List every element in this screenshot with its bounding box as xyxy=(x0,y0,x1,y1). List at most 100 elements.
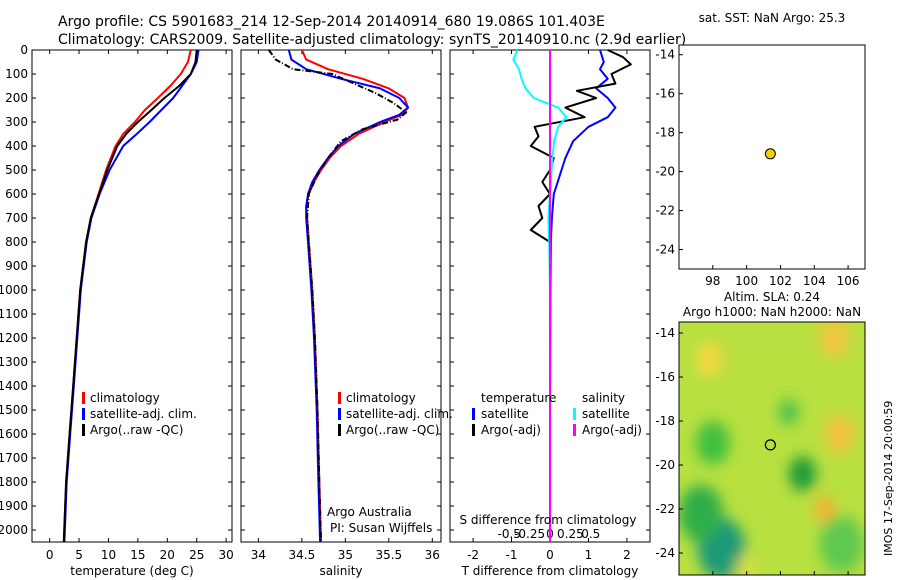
map-y-tick-label: -16 xyxy=(655,87,675,101)
x-tick-label: 20 xyxy=(160,548,175,562)
legend-label-argo: Argo(..raw -QC) xyxy=(90,423,183,437)
sla-field xyxy=(679,322,864,575)
map-y-tick-label: -18 xyxy=(655,126,675,140)
depth-tick-label: 1800 xyxy=(0,475,28,489)
x-tick-label: 25 xyxy=(189,548,204,562)
depth-tick-label: 900 xyxy=(5,259,28,273)
map-x-tick-label: 98 xyxy=(705,274,720,288)
legend-swatch-satellite xyxy=(338,408,341,420)
temperature-plot: 0 5 10 15 20 25 30 xyxy=(46,49,234,562)
series-line-argo-raw-qc xyxy=(267,49,408,543)
legend-label-sal-argo: Argo(-adj) xyxy=(582,423,642,437)
sla-map-title-line1: Altim. SLA: 0.24 xyxy=(724,290,820,304)
legend-label-argo: Argo(..raw -QC) xyxy=(346,423,439,437)
depth-tick-label: 400 xyxy=(5,139,28,153)
difference-plot: -2 -1 0 1 2-0.5-0.25 0 0.250.5 xyxy=(467,49,632,562)
legend-swatch-temp-satellite xyxy=(472,408,475,420)
argo-position-marker xyxy=(764,439,776,451)
map-y-tick-label: -24 xyxy=(655,546,675,560)
map-x-tick-label: 102 xyxy=(769,274,792,288)
depth-tick-label: 1900 xyxy=(0,499,28,513)
map-y-tick-label: -22 xyxy=(655,502,675,516)
x2-tick-label: -0.5 xyxy=(498,527,521,541)
salinity-panel xyxy=(240,49,442,543)
legend-swatch-sal-satellite xyxy=(573,408,576,420)
map-y-tick-label: -24 xyxy=(655,243,675,257)
sla-anomaly-patch xyxy=(695,341,723,377)
x-tick-label: 0 xyxy=(546,548,554,562)
depth-tick-label: 1500 xyxy=(0,403,28,417)
legend-label-satellite: satellite-adj. clim. xyxy=(90,407,197,421)
depth-tick-label: 1400 xyxy=(0,379,28,393)
map-y-tick-label: -14 xyxy=(655,48,675,62)
credit-line1: Argo Australia xyxy=(327,505,412,519)
legend-label-temp-satellite: satellite xyxy=(481,407,529,421)
map-y-tick-label: -20 xyxy=(655,165,675,179)
x-tick-label: -2 xyxy=(467,548,479,562)
sla-anomaly-patch xyxy=(736,555,757,575)
x-tick-label: 10 xyxy=(101,548,116,562)
x-tick-label: 5 xyxy=(75,548,83,562)
credit-line2: PI: Susan Wijffels xyxy=(330,521,432,535)
legend-label-climatology: climatology xyxy=(90,391,160,405)
legend-label-climatology: climatology xyxy=(346,391,416,405)
series-line-temperature-argo-adj xyxy=(529,49,632,542)
depth-tick-label: 600 xyxy=(5,187,28,201)
legend-swatch-argo xyxy=(82,424,85,436)
sla-anomaly-patch xyxy=(824,414,855,455)
depth-tick-label: 1600 xyxy=(0,427,28,441)
sla-frame xyxy=(678,321,866,576)
x-tick-label: 34 xyxy=(251,548,266,562)
t-difference-xlabel: T difference from climatology xyxy=(461,564,639,578)
depth-tick-label: 800 xyxy=(5,235,28,249)
argo-position-marker xyxy=(764,148,776,160)
legend-swatch-climatology xyxy=(338,392,341,404)
depth-tick-label: 1200 xyxy=(0,331,28,345)
series-line-argo-raw-qc xyxy=(62,49,198,543)
x2-tick-label: 0.25 xyxy=(557,527,584,541)
depth-tick-label: 200 xyxy=(5,91,28,105)
sst-map-plot: 98 100 102 104 106 -24 -22 -20 -18 -16 -14 xyxy=(655,48,859,288)
legend-swatch-satellite xyxy=(82,408,85,420)
salinity-plot: 34 34.5 35 35.5 36 xyxy=(251,49,440,562)
legend-swatch-climatology xyxy=(82,392,85,404)
x-tick-label: 34.5 xyxy=(289,548,316,562)
sla-heatmap xyxy=(679,322,865,575)
depth-tick-label: 1000 xyxy=(0,283,28,297)
map-x-tick-label: 106 xyxy=(837,274,860,288)
sla-anomaly-patch xyxy=(788,456,816,492)
legend-label-temp-argo: Argo(-adj) xyxy=(481,423,541,437)
sla-anomaly-patch xyxy=(679,484,723,542)
sla-anomaly-patch xyxy=(814,495,835,523)
depth-tick-label: 1100 xyxy=(0,307,28,321)
x-tick-label: 36 xyxy=(425,548,440,562)
depth-tick-label: 100 xyxy=(5,67,28,81)
legend-swatch-temp-argo xyxy=(472,424,475,436)
x2-tick-label: -0.25 xyxy=(514,527,545,541)
legend-label-satellite: satellite-adj. clim. xyxy=(346,407,453,421)
depth-tick-label: 500 xyxy=(5,163,28,177)
sla-anomaly-patch xyxy=(819,515,864,573)
map-x-tick-label: 100 xyxy=(735,274,758,288)
depth-tick-label: 700 xyxy=(5,211,28,225)
salinity-legend: climatology satellite-adj. clim. Argo(..… xyxy=(338,391,453,437)
depth-axis: 0 100 200 300 400 500 600 700 800 900 1000 1100 1200… xyxy=(0,43,650,537)
legend-heading-salinity: salinity xyxy=(582,391,625,405)
depth-tick-label: 1300 xyxy=(0,355,28,369)
figure-title-line2: Climatology: CARS2009. Satellite-adjuste… xyxy=(58,32,686,48)
sla-anomaly-patch xyxy=(778,399,800,426)
figure-title-line1: Argo profile: CS 5901683_214 12-Sep-2014… xyxy=(58,14,605,30)
depth-tick-label: 2000 xyxy=(0,523,28,537)
x-tick-label: 2 xyxy=(623,548,631,562)
x-tick-label: 35.5 xyxy=(375,548,402,562)
temperature-xlabel: temperature (deg C) xyxy=(70,564,193,578)
map-y-tick-label: -22 xyxy=(655,204,675,218)
depth-tick-label: 0 xyxy=(20,43,28,57)
sla-anomaly-patch xyxy=(695,421,730,465)
temperature-legend: climatology satellite-adj. clim. Argo(..… xyxy=(82,391,197,437)
x-tick-label: -1 xyxy=(506,548,518,562)
legend-heading-temperature: temperature xyxy=(481,391,556,405)
map-y-tick-label: -16 xyxy=(655,370,675,384)
depth-tick-label: 1700 xyxy=(0,451,28,465)
map-y-tick-label: -14 xyxy=(655,326,675,340)
